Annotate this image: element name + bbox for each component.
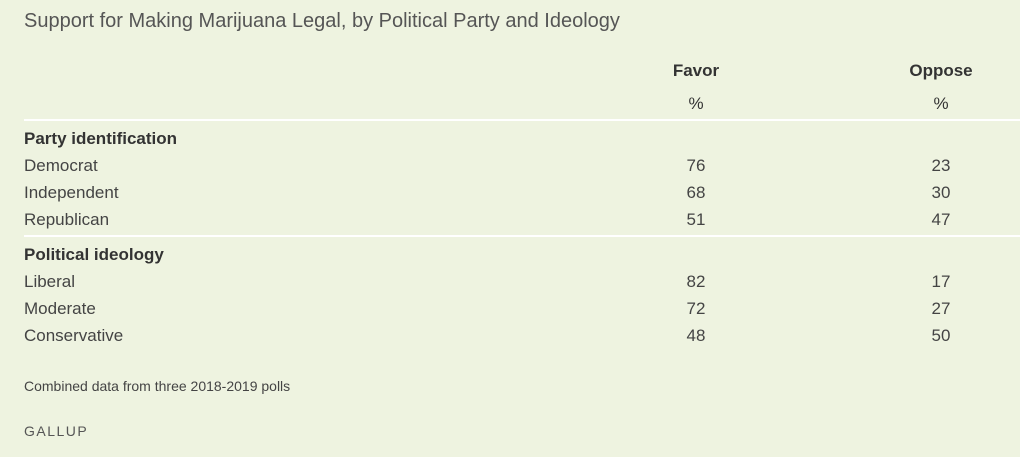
column-unit-oppose: % bbox=[933, 94, 949, 113]
cell-republican-oppose: 47 bbox=[931, 210, 951, 229]
cell-moderate-oppose: 27 bbox=[931, 299, 951, 318]
cell-independent-oppose: 30 bbox=[931, 183, 951, 202]
source-brand: GALLUP bbox=[24, 423, 89, 439]
footnote: Combined data from three 2018-2019 polls bbox=[24, 378, 291, 394]
cell-republican-favor: 51 bbox=[686, 210, 706, 229]
column-header-oppose: Oppose bbox=[909, 61, 973, 80]
row-label-liberal: Liberal bbox=[24, 272, 76, 291]
cell-liberal-favor: 82 bbox=[686, 272, 706, 291]
column-unit-favor: % bbox=[688, 94, 704, 113]
chart-title: Support for Making Marijuana Legal, by P… bbox=[24, 10, 620, 32]
group-label-party: Party identification bbox=[24, 129, 178, 148]
row-label-independent: Independent bbox=[24, 183, 119, 202]
row-label-conservative: Conservative bbox=[24, 326, 124, 345]
cell-moderate-favor: 72 bbox=[686, 299, 706, 318]
cell-conservative-favor: 48 bbox=[686, 326, 706, 345]
row-label-republican: Republican bbox=[24, 210, 110, 229]
cell-independent-favor: 68 bbox=[686, 183, 706, 202]
row-label-moderate: Moderate bbox=[24, 299, 96, 318]
group-divider bbox=[24, 235, 1020, 237]
cell-liberal-oppose: 17 bbox=[931, 272, 951, 291]
group-label-ideology: Political ideology bbox=[24, 245, 164, 264]
cell-conservative-oppose: 50 bbox=[931, 326, 951, 345]
cell-democrat-favor: 76 bbox=[686, 156, 706, 175]
header-divider bbox=[24, 119, 1020, 121]
row-label-democrat: Democrat bbox=[24, 156, 98, 175]
column-header-favor: Favor bbox=[672, 61, 720, 80]
cell-democrat-oppose: 23 bbox=[931, 156, 951, 175]
